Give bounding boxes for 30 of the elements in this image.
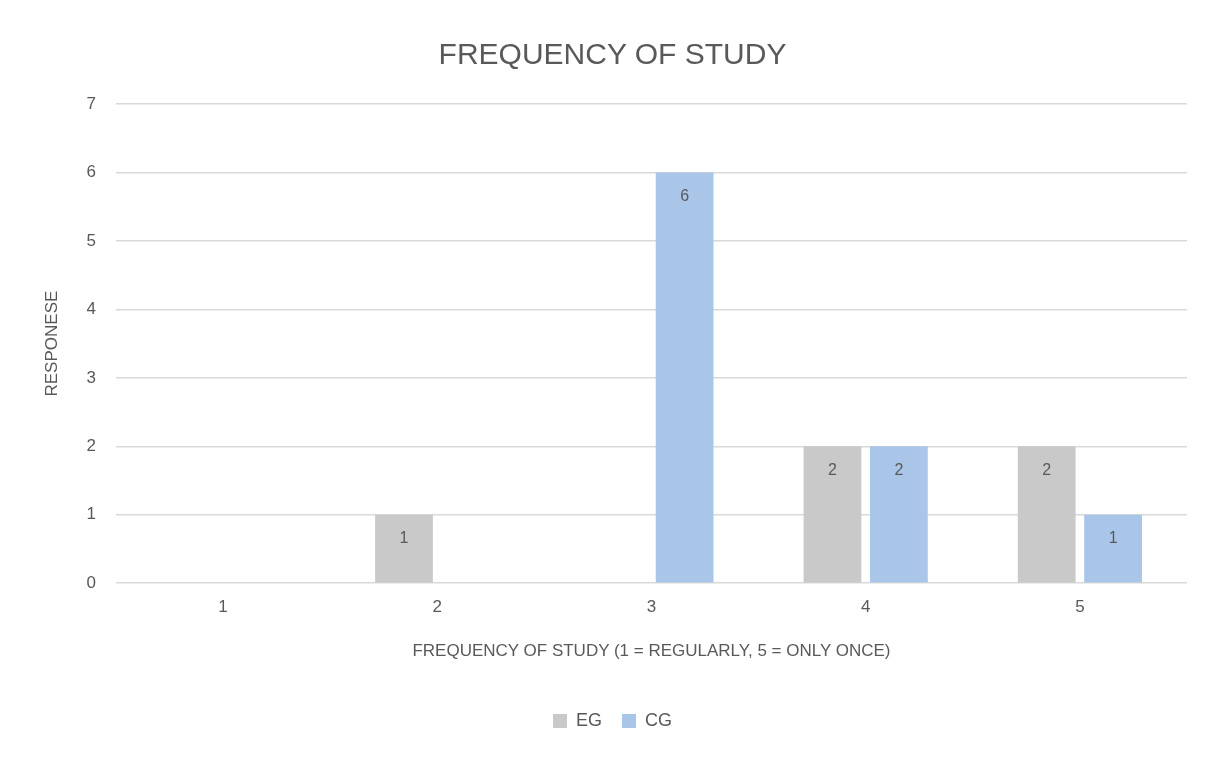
bar	[375, 514, 433, 583]
data-label: 2	[1042, 460, 1052, 478]
chart-title: FREQUENCY OF STUDY	[438, 37, 787, 71]
data-label: 2	[828, 460, 837, 478]
y-tick-label: 7	[86, 93, 96, 113]
y-tick-label: 3	[86, 367, 96, 387]
y-tick-label: 1	[86, 504, 96, 524]
x-tick-label: 1	[218, 597, 228, 617]
y-tick-label: 2	[86, 435, 96, 455]
y-axis-title: RESPONESE	[41, 290, 61, 397]
x-tick-label: 4	[860, 597, 871, 617]
bar	[655, 172, 714, 583]
bar	[869, 446, 928, 583]
x-tick-label: 3	[646, 597, 657, 617]
bar	[1017, 446, 1076, 583]
x-axis-title: FREQUENCY OF STUDY (1 = REGULARLY, 5 = ONLY ONCE)	[412, 641, 891, 661]
bar	[1084, 514, 1142, 583]
data-label: 1	[1108, 529, 1118, 547]
data-label: 1	[399, 529, 409, 547]
x-tick-label: 5	[1075, 597, 1085, 617]
y-tick-label: 5	[86, 230, 96, 250]
legend-label: CG	[645, 709, 672, 730]
y-tick-label: 4	[86, 299, 96, 319]
y-tick-label: 0	[86, 572, 96, 592]
x-tick-label: 2	[432, 597, 442, 617]
data-label: 6	[680, 186, 690, 204]
data-label: 2	[894, 460, 904, 478]
legend-label: EG	[576, 709, 603, 730]
y-tick-label: 6	[86, 162, 96, 182]
bar	[803, 446, 862, 583]
